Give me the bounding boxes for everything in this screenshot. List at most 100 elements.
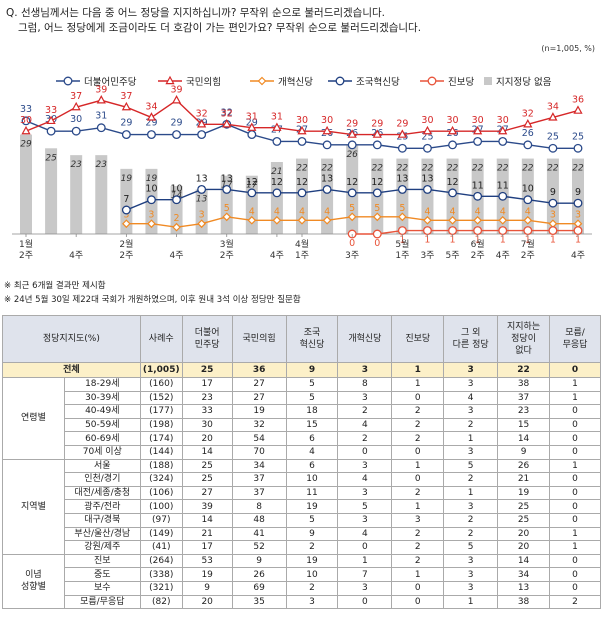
data-label-ppp: 30 [497,115,509,126]
data-label-ppp: 37 [120,91,132,102]
data-point-ppp [272,122,282,131]
value-cell: 0 [549,404,601,419]
data-point-ppp [447,125,458,135]
data-point-ppp [422,125,433,135]
value-cell: 3 [443,499,499,514]
row-label: 30-39세 [63,390,141,406]
table-row: 인천/경기 (324) 25 37 10 4 0 2 21 0 [3,472,601,487]
table-row: 강원/제주 (41) 17 52 2 0 2 5 20 1 [3,540,601,555]
data-label-dem: 30 [70,114,82,125]
sample-size-cell: (82) [139,594,183,610]
data-label-rebuild: 11 [497,180,509,191]
value-cell: 0 [549,580,601,596]
row-label: 대구/경북 [63,512,141,528]
value-cell: 3 [337,512,393,528]
data-label-rebuild: 12 [371,177,383,188]
data-label-rebuild: 11 [472,180,484,191]
x-tick-label-week: 4주 [69,250,83,261]
header-cell: 국민의힘 [231,315,287,363]
value-cell: 25 [497,512,551,528]
data-label-rebuild: 12 [346,177,358,188]
bar-value-label: 29 [20,140,32,150]
data-label-dem: 32 [221,107,233,118]
data-label-reform: 5 [349,203,355,214]
sample-size-cell: (100) [139,499,183,514]
value-cell: 8 [231,499,287,514]
value-cell: 41 [231,526,287,542]
data-label-ppp: 30 [421,115,433,126]
bar-none [95,155,108,234]
data-label-ppp: 30 [296,115,308,126]
data-label-rebuild: 13 [221,173,233,184]
value-cell: 23 [497,404,551,419]
data-label-progressive: 1 [424,235,430,246]
data-label-dem: 29 [120,118,132,129]
value-cell: 9 [285,362,339,378]
data-label-rebuild: 7 [123,194,129,205]
value-cell: 22 [497,362,551,378]
data-point-rebuild [523,195,533,205]
table-row: 대전/세종/충청 (106) 27 37 11 3 2 1 19 0 [3,485,601,501]
bar-value-label: 22 [472,164,484,174]
value-cell: 2 [391,526,445,542]
data-label-ppp: 30 [321,115,333,126]
value-cell: 3 [337,580,393,596]
value-cell: 2 [285,580,339,596]
value-cell: 30 [181,417,233,433]
data-label-ppp: 29 [396,119,408,130]
value-cell: 0 [337,594,393,610]
data-label-reform: 2 [174,213,180,224]
value-cell: 5 [285,390,339,406]
legend-marker [427,76,437,86]
value-cell: 3 [443,580,499,596]
value-cell: 1 [391,567,445,582]
data-label-rebuild: 9 [550,187,556,198]
group-label: 이념 성향별 [2,553,65,610]
row-label: 보수 [63,580,141,596]
data-label-progressive: 1 [500,235,506,246]
bar-none [321,158,334,234]
sample-size-cell: (174) [139,431,183,446]
table-row-total: 전체 (1,005) 25 36 9 3 1 3 22 0 [2,362,601,378]
data-point-ppp [523,119,533,128]
bar-value-label: 23 [70,160,82,170]
data-point-progressive [473,226,483,236]
bar-value-label: 25 [45,153,57,163]
value-cell: 3 [443,377,499,392]
data-point-ppp [473,125,483,135]
data-point-dem [197,130,207,140]
data-point-rebuild [498,191,508,201]
data-label-ppp: 32 [196,108,208,119]
legend-item: 진보당 [420,76,474,88]
value-cell: 0 [549,553,601,569]
value-cell: 1 [443,431,499,446]
value-cell: 1 [549,458,601,474]
table-row: 중도 (338) 19 26 10 7 1 3 34 0 [3,567,601,582]
data-point-dem [71,126,81,136]
x-tick-label-week: 4주 [571,250,585,261]
value-cell: 20 [181,594,233,610]
x-tick-label-month: 5월 [395,238,409,250]
value-cell: 33 [181,404,233,419]
value-cell: 35 [231,594,287,610]
data-point-dem [46,126,56,136]
bar-value-label: 13 [196,194,208,204]
data-label-rebuild: 12 [246,177,258,188]
value-cell: 3 [443,553,499,569]
x-tick-label-month: 3월 [220,238,234,250]
legend-label: 더불어민주당 [84,77,137,88]
row-label: 강원/제주 [63,540,141,555]
data-point-reform [347,212,357,222]
value-cell: 1 [391,458,445,474]
row-label: 18-29세 [63,377,141,392]
sample-size-cell: (177) [139,404,183,419]
data-point-rebuild [573,198,583,208]
data-label-reform: 5 [224,203,230,214]
bar-value-label: 22 [397,164,409,174]
bar-value-label: 21 [271,167,282,177]
footnote-2: ※ 24년 5월 30일 제22대 국회가 개원하였으며, 이후 원내 3석 이… [4,295,301,305]
legend-label: 지지정당 없음 [496,76,552,88]
value-cell: 2 [391,553,445,569]
value-cell: 19 [231,404,287,419]
value-cell: 4 [337,472,393,487]
